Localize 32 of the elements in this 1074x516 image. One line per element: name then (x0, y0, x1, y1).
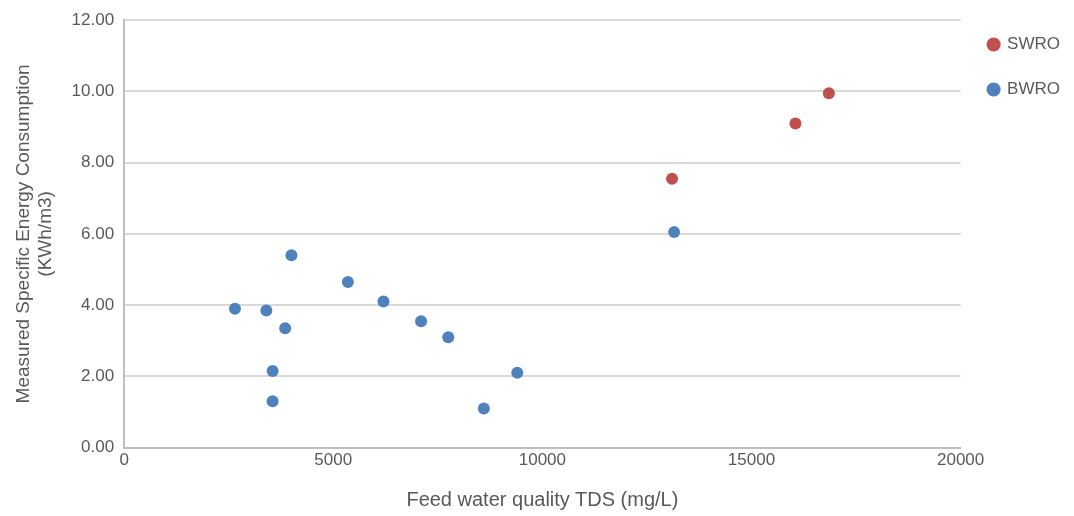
point (511, 366, 524, 379)
x-tick-label: 10000 (518, 450, 567, 470)
point (266, 365, 279, 378)
point (442, 331, 455, 344)
y-tick-label: 10.00 (71, 81, 115, 101)
x-tick-label: 5000 (314, 450, 353, 470)
point (668, 226, 681, 239)
point (260, 304, 273, 317)
point (279, 322, 292, 335)
y-tick-label: 0.00 (81, 437, 115, 457)
y-tick-label: 8.00 (81, 152, 115, 172)
y-tick-label: 6.00 (81, 223, 115, 243)
point (415, 315, 428, 328)
point (377, 295, 390, 308)
point (266, 395, 279, 408)
x-tick-label: 20000 (936, 450, 985, 470)
y-tick-label: 4.00 (81, 294, 115, 314)
y-axis-title: Measured Specific Energy Consumption (KWh/m3) (11, 64, 56, 404)
x-tick-label: 15000 (727, 450, 776, 470)
point (285, 249, 298, 262)
x-axis-title: Feed water quality TDS (mg/L) (406, 487, 679, 510)
legend-label: SWRO (1007, 34, 1061, 54)
point (228, 302, 241, 315)
y-tick-label: 2.00 (81, 366, 115, 386)
point (666, 172, 679, 185)
point (822, 87, 835, 100)
y-tick-label: 12.00 (71, 9, 115, 29)
x-tick-label: 0 (119, 450, 129, 470)
point (341, 275, 354, 288)
legend-label: BWRO (1007, 79, 1061, 99)
point (789, 117, 802, 130)
point (477, 402, 490, 415)
